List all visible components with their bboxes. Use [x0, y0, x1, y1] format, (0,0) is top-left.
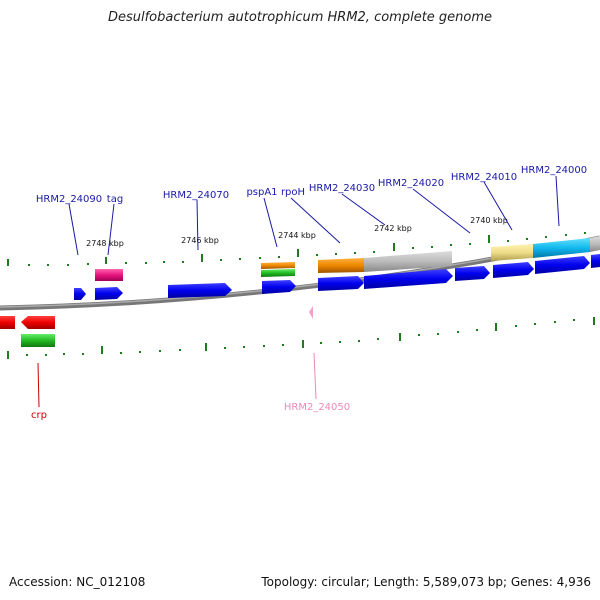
feature-rrna-pink [95, 269, 123, 281]
lower-tick-row [7, 317, 595, 359]
reverse-cds-arrow [0, 316, 15, 329]
scale-label-2740: 2740 kbp [470, 216, 508, 225]
cds-arrow [74, 288, 86, 300]
scale-label-2744: 2744 kbp [278, 231, 316, 240]
feature-green-small [261, 269, 295, 277]
feature-orange [318, 258, 364, 273]
reverse-cds-arrow [21, 316, 55, 329]
label-leaders [37, 175, 560, 408]
gene-label-hrm2-24030[interactable]: HRM2_24030 [309, 183, 375, 194]
gene-label-pspa1[interactable]: pspA1 [246, 187, 277, 198]
upper-tick-row [7, 232, 586, 266]
gene-label-crp[interactable]: crp [31, 410, 47, 421]
accession-text: Accession: NC_012108 [9, 575, 146, 589]
genome-summary-text: Topology: circular; Length: 5,589,073 bp… [261, 575, 591, 589]
scale-label-2742: 2742 kbp [374, 224, 412, 233]
cds-arrow [535, 256, 590, 274]
cds-arrow [168, 283, 232, 298]
cds-arrow [591, 254, 600, 268]
gene-label-hrm2-24020[interactable]: HRM2_24020 [378, 178, 444, 189]
feature-green [21, 334, 55, 347]
scale-label-2746: 2746 kbp [181, 236, 219, 245]
feature-orange-small [261, 262, 295, 269]
feature-grey [364, 251, 452, 272]
gene-label-hrm2-24090[interactable]: HRM2_24090 [36, 194, 102, 205]
feature-cyan [533, 238, 590, 258]
feature-khaki [491, 244, 533, 261]
cds-arrow [262, 280, 296, 294]
gene-label-hrm2-24000[interactable]: HRM2_24000 [521, 165, 587, 176]
reverse-feature-track [0, 306, 313, 347]
feature-pink-marker [309, 306, 313, 319]
map-title: Desulfobacterium autotrophicum HRM2, com… [107, 10, 493, 25]
cds-arrow [493, 262, 534, 278]
gene-label-tag[interactable]: tag [107, 194, 123, 205]
gene-label-hrm2-24010[interactable]: HRM2_24010 [451, 172, 517, 183]
cds-arrow [318, 276, 364, 291]
gene-label-hrm2-24070[interactable]: HRM2_24070 [163, 190, 229, 201]
cds-arrow [95, 287, 123, 300]
gene-label-hrm2-24050[interactable]: HRM2_24050 [284, 402, 350, 413]
feature-grey-edge [590, 236, 600, 252]
cds-arrow [455, 266, 490, 281]
scale-label-2748: 2748 kbp [86, 239, 124, 248]
cds-arrow [364, 269, 453, 289]
forward-cds-track [74, 254, 600, 300]
gene-label-rpoh[interactable]: rpoH [281, 187, 305, 198]
upper-feature-track [95, 236, 600, 281]
